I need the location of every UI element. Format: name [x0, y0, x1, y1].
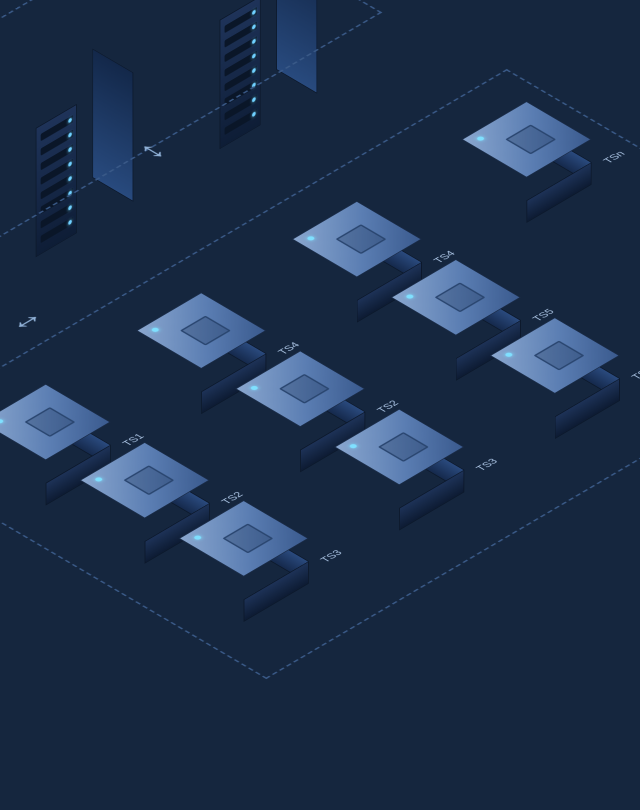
arrow-a3: ↔: [0, 303, 51, 336]
